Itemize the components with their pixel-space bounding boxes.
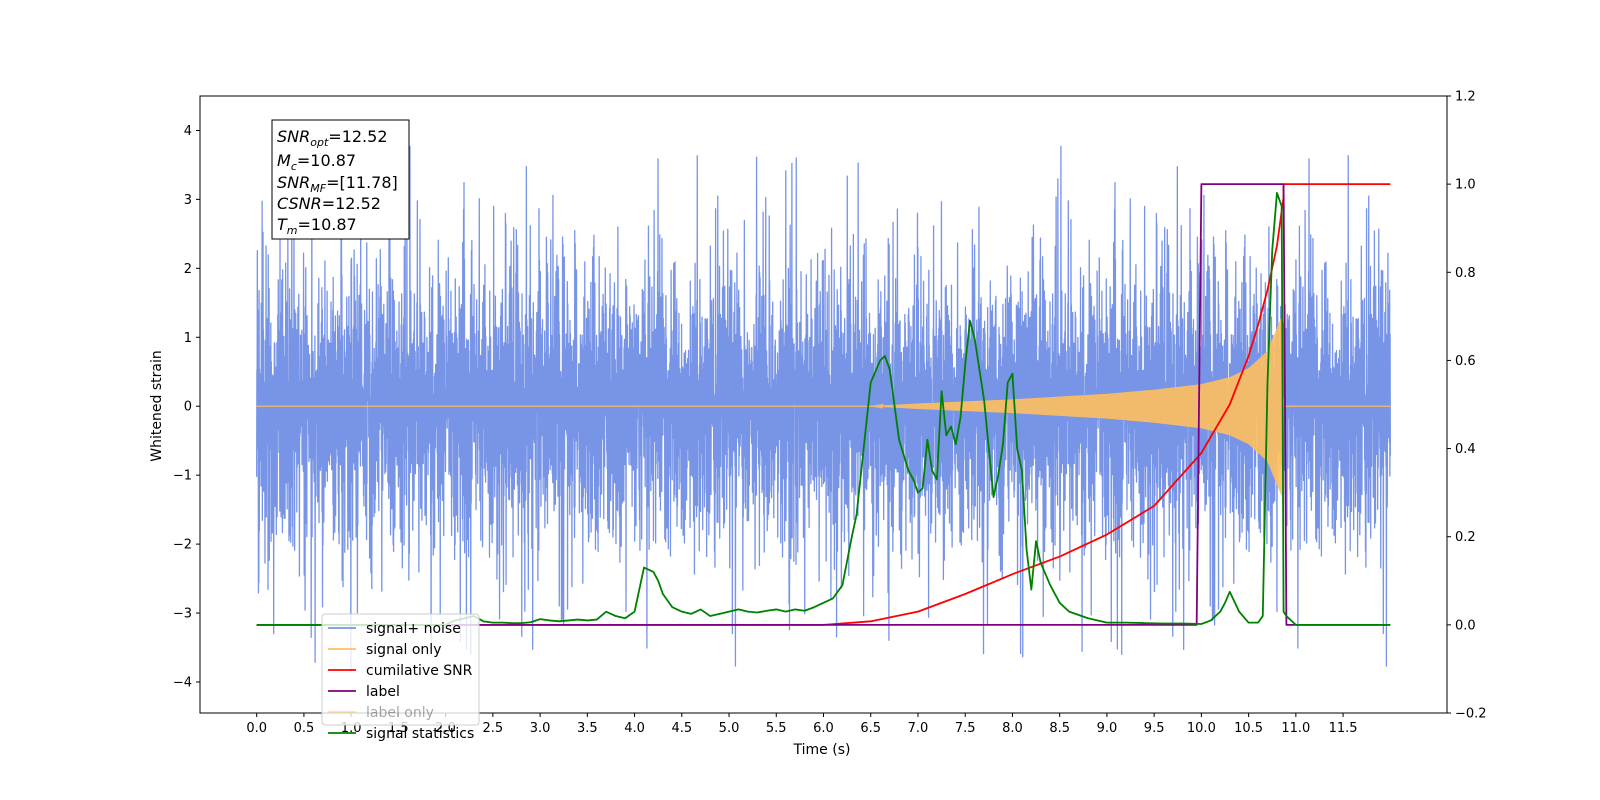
series-signal-statistics <box>256 192 1391 626</box>
y-axis-left: −4 −3 −2 −1 0 1 2 3 4 <box>173 124 200 690</box>
y2-tick-label: 1.2 <box>1455 90 1476 105</box>
y-tick-label: −3 <box>173 607 192 622</box>
x-tick-label: 9.0 <box>1097 721 1118 736</box>
x-tick-label: 4.5 <box>671 721 692 736</box>
info-csnr: CSNR=12.52 <box>277 194 381 213</box>
x-tick-label: 6.0 <box>813 721 834 736</box>
x-tick-label: 2.5 <box>483 721 504 736</box>
legend-label-signal-only: signal only <box>366 642 441 658</box>
y-tick-label: 2 <box>184 262 192 277</box>
x-tick-label: 8.0 <box>1002 721 1023 736</box>
series-signal-plus-noise <box>256 145 1391 672</box>
info-snr-opt: SNRopt=12.52 <box>277 127 388 149</box>
y-tick-label: 4 <box>184 124 192 139</box>
legend-label-label: label <box>366 684 400 700</box>
series-signal-only <box>256 317 1391 496</box>
y-tick-label: −1 <box>173 469 192 484</box>
y2-tick-label: 0.2 <box>1455 530 1476 545</box>
y-axis-right: −0.2 0.0 0.2 0.4 0.6 0.8 1.0 1.2 <box>1447 90 1487 722</box>
x-tick-label: 7.5 <box>955 721 976 736</box>
x-tick-label: 10.5 <box>1234 721 1263 736</box>
y2-tick-label: 1.0 <box>1455 178 1476 193</box>
x-tick-label: 0.5 <box>294 721 315 736</box>
info-snr-mf: SNRMF=[11.78] <box>277 173 398 195</box>
y-tick-label: 3 <box>184 193 192 208</box>
info-tm: Tm=10.87 <box>277 215 357 237</box>
y2-tick-label: 0.8 <box>1455 266 1476 281</box>
legend-label-signal-statistics: signal statistics <box>366 726 474 742</box>
annotation-box: SNRopt=12.52 Mc=10.87 SNRMF=[11.78] CSNR… <box>271 119 410 240</box>
y-tick-label: −4 <box>173 675 192 690</box>
x-tick-label: 3.0 <box>530 721 551 736</box>
y2-tick-label: 0.0 <box>1455 618 1476 633</box>
x-tick-label: 4.0 <box>624 721 645 736</box>
x-tick-label: 9.5 <box>1144 721 1165 736</box>
legend-label-cumilative-snr: cumilative SNR <box>366 663 473 679</box>
x-tick-label: 11.0 <box>1281 721 1310 736</box>
x-tick-label: 7.0 <box>908 721 929 736</box>
y2-tick-label: 0.6 <box>1455 354 1476 369</box>
legend-label-label-only: label only <box>366 705 434 721</box>
x-tick-label: 5.5 <box>766 721 787 736</box>
y-axis-label: Whitened strain <box>149 350 165 461</box>
x-axis-label: Time (s) <box>793 742 851 758</box>
legend: signal+ noise signal only cumilative SNR la… <box>321 613 480 742</box>
x-tick-label: 10.0 <box>1187 721 1216 736</box>
x-tick-label: 6.5 <box>860 721 881 736</box>
info-mc: Mc=10.87 <box>277 151 356 173</box>
legend-label-signal-noise: signal+ noise <box>366 621 461 637</box>
x-tick-label: 11.5 <box>1329 721 1358 736</box>
x-tick-label: 8.5 <box>1049 721 1070 736</box>
y2-tick-label: −0.2 <box>1455 707 1487 722</box>
series-cumilative-snr <box>256 183 1391 626</box>
x-tick-label: 5.0 <box>719 721 740 736</box>
y-tick-label: 0 <box>184 400 192 415</box>
x-tick-label: 3.5 <box>577 721 598 736</box>
y-tick-label: 1 <box>184 331 192 346</box>
y-tick-label: −2 <box>173 538 192 553</box>
plot-area <box>256 145 1391 672</box>
x-tick-label: 0.0 <box>246 721 267 736</box>
y2-tick-label: 0.4 <box>1455 442 1476 457</box>
